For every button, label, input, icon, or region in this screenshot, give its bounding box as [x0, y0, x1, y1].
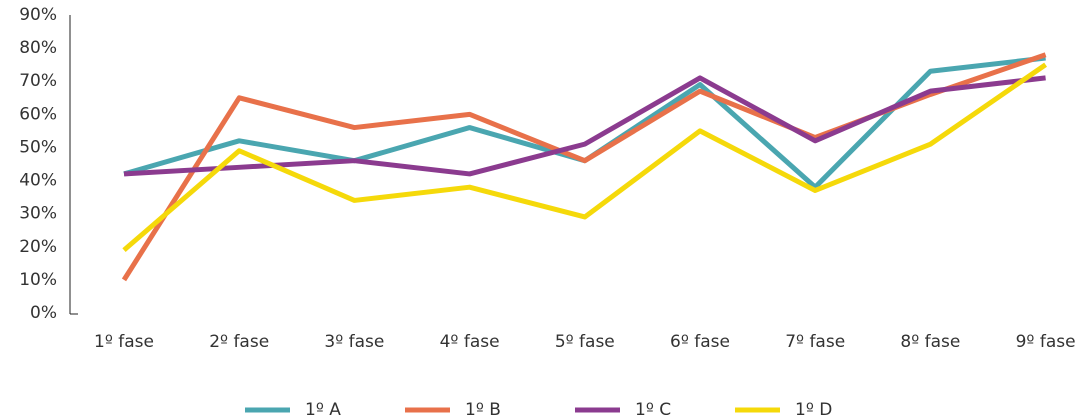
y-tick-label: 20%	[19, 237, 57, 257]
y-tick-label: 10%	[19, 270, 57, 290]
y-tick-label: 50%	[19, 137, 57, 157]
x-tick-label: 2º fase	[209, 332, 269, 352]
legend-label: 1º A	[305, 400, 341, 419]
x-tick-label: 4º fase	[440, 332, 500, 352]
y-tick-label: 70%	[19, 71, 57, 91]
y-tick-label: 30%	[19, 204, 57, 224]
legend-label: 1º B	[465, 400, 501, 419]
x-tick-label: 6º fase	[670, 332, 730, 352]
x-tick-label: 3º fase	[324, 332, 384, 352]
legend-label: 1º D	[795, 400, 832, 419]
y-tick-label: 80%	[19, 38, 57, 58]
x-tick-label: 5º fase	[555, 332, 615, 352]
y-tick-label: 90%	[19, 5, 57, 25]
x-tick-label: 1º fase	[94, 332, 154, 352]
x-tick-label: 7º fase	[785, 332, 845, 352]
series-line	[122, 62, 1048, 252]
legend-label: 1º C	[635, 400, 671, 419]
y-tick-label: 60%	[19, 104, 57, 124]
x-tick-label: 9º fase	[1016, 332, 1076, 352]
y-tick-label: 0%	[30, 303, 57, 323]
y-tick-label: 40%	[19, 171, 57, 191]
x-tick-label: 8º fase	[900, 332, 960, 352]
